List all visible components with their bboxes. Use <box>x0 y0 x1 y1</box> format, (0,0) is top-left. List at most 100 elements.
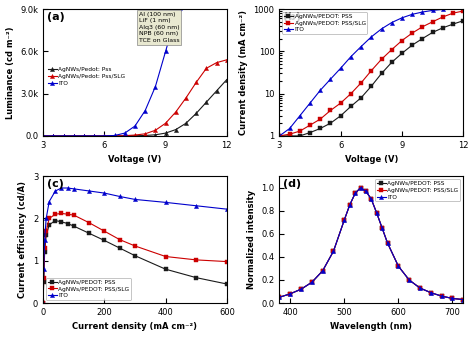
AgNWs/PEDOT: PSS: (80, 1.88): PSS: (80, 1.88) <box>65 221 71 225</box>
AgNWs/PEDOT: PSS: (5, 1.2): PSS: (5, 1.2) <box>42 250 47 254</box>
AgNWs/PEDOT: PSS: (560, 0.78): PSS: (560, 0.78) <box>374 211 380 215</box>
ITO <box>50 134 56 138</box>
AgNWs/Pedot: Pss: (8, 30): Pss: (8, 30) <box>142 133 148 137</box>
AgNWs/PEDOT: PSS/SLG: (11.5, 800): PSS/SLG: (11.5, 800) <box>450 11 456 15</box>
AgNWs/PEDOT: PSS: (510, 0.85): PSS: (510, 0.85) <box>347 203 353 207</box>
AgNWs/PEDOT: PSS: (9.5, 140): PSS: (9.5, 140) <box>410 43 415 47</box>
ITO <box>347 203 353 207</box>
AgNWs/PEDOT: PSS/SLG: (400, 0.08): PSS/SLG: (400, 0.08) <box>287 292 293 296</box>
Line: AgNWs/PEDOT: PSS: AgNWs/PEDOT: PSS <box>41 218 229 305</box>
AgNWs/PEDOT: PSS: (10, 200): PSS: (10, 200) <box>419 37 425 41</box>
AgNWs/Pedot: Pss: (3, 0): Pss: (3, 0) <box>40 134 46 138</box>
AgNWs/PEDOT: PSS/SLG: (700, 0.04): PSS/SLG: (700, 0.04) <box>449 297 455 301</box>
AgNWs/PEDOT: PSS/SLG: (400, 1.1): PSS/SLG: (400, 1.1) <box>163 254 168 258</box>
ITO <box>43 216 49 220</box>
ITO <box>428 290 434 295</box>
ITO <box>40 301 46 305</box>
AgNWs/Pedot: Pss: (9, 200): Pss: (9, 200) <box>163 131 168 135</box>
ITO <box>309 280 315 284</box>
AgNWs/Pedot: Pss: (9.5, 450): Pss: (9.5, 450) <box>173 127 179 131</box>
AgNWs/Pedot: Pss: (5, 0): Pss: (5, 0) <box>81 134 87 138</box>
AgNWs/PEDOT: PSS: (5.5, 2): PSS: (5.5, 2) <box>328 121 333 125</box>
AgNWs/PEDOT: PSS/SLG: (11, 650): PSS/SLG: (11, 650) <box>440 15 446 19</box>
AgNWs/PEDOT: PSS: (100, 1.82): PSS: (100, 1.82) <box>71 224 77 228</box>
AgNWs/Pedot: Pss: (6, 0): Pss: (6, 0) <box>101 134 107 138</box>
Text: (b): (b) <box>283 11 301 22</box>
ITO <box>318 88 323 92</box>
Line: AgNWs/Pedot: Pss/SLG: AgNWs/Pedot: Pss/SLG <box>41 58 229 138</box>
AgNWs/Pedot: Pss/SLG: (10, 2.7e+03): Pss/SLG: (10, 2.7e+03) <box>183 96 189 100</box>
AgNWs/PEDOT: PSS/SLG: (660, 0.09): PSS/SLG: (660, 0.09) <box>428 290 434 295</box>
AgNWs/PEDOT: PSS: (600, 0.45): PSS: (600, 0.45) <box>224 282 230 286</box>
AgNWs/Pedot: Pss: (6.5, 0): Pss: (6.5, 0) <box>112 134 118 138</box>
AgNWs/PEDOT: PSS/SLG: (420, 0.12): PSS/SLG: (420, 0.12) <box>298 287 304 291</box>
ITO <box>358 186 364 190</box>
AgNWs/PEDOT: PSS: (8.5, 55): PSS: (8.5, 55) <box>389 60 394 64</box>
AgNWs/Pedot: Pss/SLG: (6, 0): Pss/SLG: (6, 0) <box>101 134 107 138</box>
Line: AgNWs/PEDOT: PSS: AgNWs/PEDOT: PSS <box>277 186 465 302</box>
AgNWs/PEDOT: PSS/SLG: (6.5, 10): PSS/SLG: (6.5, 10) <box>348 92 354 96</box>
AgNWs/Pedot: Pss: (11, 2.4e+03): Pss: (11, 2.4e+03) <box>203 100 209 104</box>
AgNWs/PEDOT: PSS/SLG: (600, 0.32): PSS/SLG: (600, 0.32) <box>395 264 401 268</box>
AgNWs/PEDOT: PSS: (660, 0.09): PSS: (660, 0.09) <box>428 290 434 295</box>
AgNWs/PEDOT: PSS: (400, 0.8): PSS: (400, 0.8) <box>163 267 168 271</box>
ITO <box>122 131 128 135</box>
ITO <box>71 134 77 138</box>
AgNWs/PEDOT: PSS: (12, 530): PSS: (12, 530) <box>460 19 466 23</box>
AgNWs/PEDOT: PSS/SLG: (680, 0.06): PSS/SLG: (680, 0.06) <box>439 294 445 298</box>
AgNWs/PEDOT: PSS: (600, 0.32): PSS: (600, 0.32) <box>395 264 401 268</box>
ITO <box>385 241 391 245</box>
AgNWs/PEDOT: PSS/SLG: (0, 0): PSS/SLG: (0, 0) <box>40 301 46 305</box>
AgNWs/PEDOT: PSS: (580, 0.52): PSS: (580, 0.52) <box>385 241 391 245</box>
ITO <box>374 211 380 215</box>
AgNWs/PEDOT: PSS/SLG: (540, 0.97): PSS/SLG: (540, 0.97) <box>363 189 369 193</box>
AgNWs/PEDOT: PSS: (10.5, 280): PSS: (10.5, 280) <box>430 30 436 34</box>
AgNWs/PEDOT: PSS: (380, 0.05): PSS: (380, 0.05) <box>277 295 283 299</box>
X-axis label: Voltage (V): Voltage (V) <box>108 155 162 164</box>
AgNWs/PEDOT: PSS/SLG: (4.5, 1.8): PSS/SLG: (4.5, 1.8) <box>307 123 313 127</box>
AgNWs/PEDOT: PSS: (700, 0.04): PSS: (700, 0.04) <box>449 297 455 301</box>
AgNWs/PEDOT: PSS/SLG: (7, 18): PSS/SLG: (7, 18) <box>358 81 364 85</box>
AgNWs/PEDOT: PSS: (500, 0.6): PSS: (500, 0.6) <box>193 276 199 280</box>
ITO <box>406 278 412 282</box>
AgNWs/PEDOT: PSS/SLG: (40, 2.1): PSS/SLG: (40, 2.1) <box>53 212 58 216</box>
AgNWs/PEDOT: PSS: (250, 1.3): PSS: (250, 1.3) <box>117 246 122 250</box>
AgNWs/PEDOT: PSS/SLG: (560, 0.78): PSS/SLG: (560, 0.78) <box>374 211 380 215</box>
AgNWs/PEDOT: PSS: (640, 0.13): PSS: (640, 0.13) <box>417 286 423 290</box>
Text: (c): (c) <box>47 179 64 189</box>
AgNWs/Pedot: Pss/SLG: (3, 0): Pss/SLG: (3, 0) <box>40 134 46 138</box>
Line: AgNWs/PEDOT: PSS: AgNWs/PEDOT: PSS <box>277 19 465 138</box>
AgNWs/Pedot: Pss: (5.5, 0): Pss: (5.5, 0) <box>91 134 97 138</box>
AgNWs/PEDOT: PSS: (2, 0.5): PSS: (2, 0.5) <box>41 280 46 284</box>
AgNWs/PEDOT: PSS/SLG: (7.5, 35): PSS/SLG: (7.5, 35) <box>368 69 374 73</box>
ITO <box>132 197 138 202</box>
Line: ITO: ITO <box>41 186 229 305</box>
ITO <box>91 134 97 138</box>
AgNWs/PEDOT: PSS/SLG: (300, 1.35): PSS/SLG: (300, 1.35) <box>132 244 138 248</box>
AgNWs/Pedot: Pss/SLG: (8, 150): Pss/SLG: (8, 150) <box>142 132 148 136</box>
AgNWs/PEDOT: PSS/SLG: (440, 0.18): PSS/SLG: (440, 0.18) <box>309 280 315 284</box>
ITO <box>163 49 168 53</box>
Line: ITO: ITO <box>41 4 188 138</box>
ITO <box>71 187 77 191</box>
ITO <box>348 55 354 59</box>
AgNWs/Pedot: Pss/SLG: (8.5, 400): Pss/SLG: (8.5, 400) <box>153 128 158 132</box>
ITO <box>142 109 148 113</box>
AgNWs/Pedot: Pss/SLG: (4, 0): Pss/SLG: (4, 0) <box>61 134 66 138</box>
ITO <box>449 297 455 301</box>
ITO <box>183 4 189 8</box>
Text: (d): (d) <box>283 179 301 189</box>
ITO <box>112 133 118 137</box>
AgNWs/Pedot: Pss/SLG: (5.5, 0): Pss/SLG: (5.5, 0) <box>91 134 97 138</box>
AgNWs/Pedot: Pss/SLG: (10.5, 3.8e+03): Pss/SLG: (10.5, 3.8e+03) <box>193 80 199 84</box>
AgNWs/PEDOT: PSS/SLG: (3.5, 1.1): PSS/SLG: (3.5, 1.1) <box>287 132 292 136</box>
ITO <box>379 27 384 31</box>
X-axis label: Voltage (V): Voltage (V) <box>345 155 398 164</box>
Line: AgNWs/PEDOT: PSS/SLG: AgNWs/PEDOT: PSS/SLG <box>41 211 229 305</box>
Y-axis label: Luminance (cd m⁻²): Luminance (cd m⁻²) <box>6 26 15 119</box>
AgNWs/PEDOT: PSS: (400, 0.08): PSS: (400, 0.08) <box>287 292 293 296</box>
ITO <box>328 77 333 81</box>
AgNWs/PEDOT: PSS/SLG: (12, 900): PSS/SLG: (12, 900) <box>460 9 466 13</box>
AgNWs/PEDOT: PSS: (6.5, 5): PSS: (6.5, 5) <box>348 104 354 109</box>
Line: ITO: ITO <box>277 7 445 138</box>
